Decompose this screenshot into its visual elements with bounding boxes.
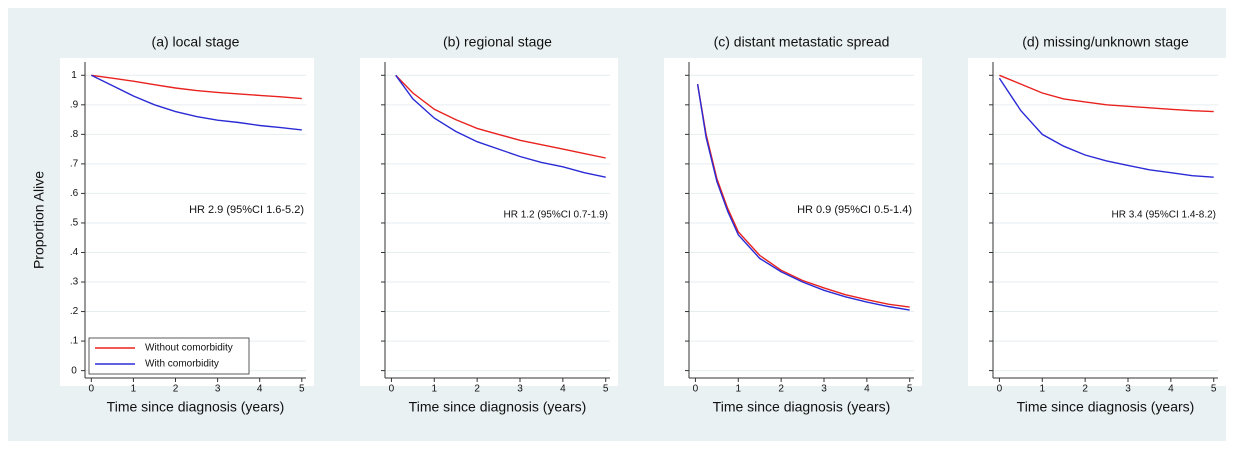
series-line — [395, 74, 606, 159]
panel — [664, 58, 922, 386]
chart-title: (c) distant metastatic spread — [714, 34, 890, 50]
x-tick-label: 3 — [1125, 384, 1131, 395]
y-tick-label: .1 — [70, 336, 79, 347]
x-tick-label: 1 — [131, 384, 137, 395]
x-tick-label: 5 — [907, 384, 913, 395]
y-tick-label: .4 — [70, 247, 79, 258]
x-axis-label: Time since diagnosis (years) — [713, 399, 891, 415]
x-axis-label: Time since diagnosis (years) — [1017, 399, 1195, 415]
panel — [60, 58, 314, 386]
legend-box — [88, 337, 250, 375]
annotation: HR 2.9 (95%CI 1.6-5.2) — [189, 204, 304, 216]
x-tick-label: 3 — [215, 384, 221, 395]
x-tick-label: 2 — [1082, 384, 1088, 395]
y-tick-label: .6 — [70, 188, 79, 199]
x-tick-label: 5 — [603, 384, 609, 395]
y-tick-label: .9 — [70, 99, 79, 110]
y-tick-label: .3 — [70, 277, 79, 288]
x-axis-label: Time since diagnosis (years) — [107, 399, 285, 415]
x-tick-label: 3 — [517, 384, 523, 395]
series-line — [90, 74, 302, 131]
x-tick-label: 4 — [864, 384, 870, 395]
x-tick-label: 5 — [1211, 384, 1217, 395]
y-tick-label: .7 — [70, 159, 79, 170]
x-axis-label: Time since diagnosis (years) — [409, 399, 587, 415]
x-tick-label: 1 — [736, 384, 742, 395]
x-tick-label: 5 — [299, 384, 305, 395]
x-tick-label: 1 — [432, 384, 438, 395]
series-line — [91, 74, 302, 100]
chart-title: (a) local stage — [152, 34, 240, 50]
panel — [360, 58, 618, 386]
series-line — [395, 74, 606, 178]
panel — [968, 58, 1226, 386]
y-tick-label: .2 — [70, 306, 79, 317]
x-tick-label: 2 — [778, 384, 784, 395]
x-tick-label: 2 — [173, 384, 179, 395]
annotation: HR 1.2 (95%CI 0.7-1.9) — [504, 210, 609, 221]
legend-label: With comorbidity — [145, 359, 219, 370]
chart-title: (d) missing/unknown stage — [1022, 34, 1189, 50]
y-tick-label: 0 — [71, 365, 77, 376]
x-tick-label: 4 — [1168, 384, 1174, 395]
x-tick-label: 0 — [389, 384, 395, 395]
y-tick-label: 1 — [71, 70, 77, 81]
legend-label: Without comorbidity — [145, 343, 233, 354]
x-tick-label: 2 — [474, 384, 480, 395]
y-tick-label: .8 — [70, 129, 79, 140]
x-tick-label: 4 — [560, 384, 566, 395]
x-tick-label: 0 — [89, 384, 95, 395]
x-tick-label: 3 — [821, 384, 827, 395]
series-line — [999, 74, 1214, 113]
y-axis-label: Proportion Alive — [31, 171, 47, 269]
x-tick-label: 1 — [1040, 384, 1046, 395]
x-tick-label: 0 — [693, 384, 699, 395]
annotation: HR 0.9 (95%CI 0.5-1.4) — [797, 204, 912, 216]
series-line — [696, 83, 910, 311]
y-tick-label: .5 — [70, 218, 79, 229]
series-line — [998, 77, 1214, 178]
chart-title: (b) regional stage — [443, 34, 552, 50]
x-tick-label: 4 — [257, 384, 263, 395]
annotation: HR 3.4 (95%CI 1.4-8.2) — [1112, 210, 1217, 221]
x-tick-label: 0 — [997, 384, 1003, 395]
